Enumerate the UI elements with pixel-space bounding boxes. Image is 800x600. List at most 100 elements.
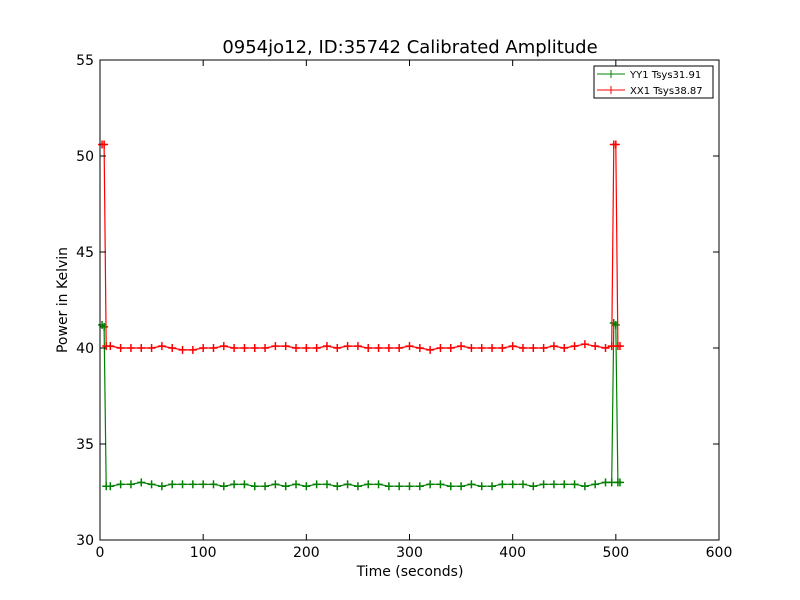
data-point bbox=[615, 478, 624, 487]
data-point bbox=[126, 344, 135, 352]
data-point bbox=[529, 482, 538, 491]
legend-marker-0 bbox=[607, 70, 615, 78]
data-point bbox=[157, 342, 166, 351]
legend: YY1 Tsys31.91 XX1 Tsys38.87 bbox=[593, 65, 714, 99]
legend-label-yy1: YY1 Tsys31.91 bbox=[629, 70, 701, 81]
data-point bbox=[188, 345, 197, 354]
x-axis-label: Time (seconds) bbox=[356, 564, 464, 580]
legend-label-xx1: XX1 Tsys38.87 bbox=[630, 86, 703, 97]
data-point bbox=[333, 344, 342, 352]
data-point bbox=[292, 344, 301, 352]
data-point bbox=[615, 342, 624, 351]
data-point bbox=[580, 482, 589, 491]
data-point bbox=[415, 344, 424, 352]
data-point bbox=[199, 480, 208, 489]
data-point bbox=[488, 482, 497, 491]
data-point bbox=[240, 480, 249, 489]
data-point bbox=[292, 480, 301, 489]
data-point bbox=[549, 342, 558, 351]
data-point bbox=[261, 482, 270, 491]
legend-marker-1 bbox=[607, 86, 615, 94]
data-point bbox=[601, 344, 610, 352]
data-point bbox=[405, 482, 414, 491]
data-point bbox=[477, 482, 486, 491]
data-point bbox=[230, 344, 239, 352]
data-point bbox=[457, 342, 466, 351]
data-point bbox=[395, 482, 404, 491]
data-point bbox=[100, 322, 109, 331]
data-point bbox=[353, 342, 362, 351]
data-point bbox=[302, 482, 311, 491]
x-tick-label: 100 bbox=[190, 545, 217, 561]
data-point bbox=[302, 344, 311, 352]
data-point bbox=[426, 480, 435, 489]
data-point bbox=[106, 342, 115, 351]
data-point bbox=[508, 342, 517, 351]
data-point bbox=[384, 482, 393, 491]
data-point bbox=[570, 480, 579, 489]
x-tick-label: 0 bbox=[96, 545, 105, 561]
data-point bbox=[116, 344, 125, 352]
x-tick-label: 600 bbox=[706, 545, 733, 561]
data-point bbox=[281, 482, 290, 491]
data-point bbox=[467, 344, 476, 352]
y-axis-label: Power in Kelvin bbox=[55, 247, 71, 353]
data-point bbox=[364, 480, 373, 489]
data-point bbox=[518, 480, 527, 489]
data-point bbox=[518, 344, 527, 352]
y-tick-label: 50 bbox=[76, 149, 94, 165]
data-point bbox=[498, 344, 507, 352]
data-point bbox=[467, 480, 476, 489]
series-layer bbox=[98, 140, 624, 491]
data-point bbox=[580, 340, 589, 349]
y-tick-label: 30 bbox=[76, 533, 94, 549]
data-point bbox=[457, 482, 466, 491]
data-point bbox=[168, 480, 177, 489]
data-point bbox=[353, 482, 362, 491]
data-point bbox=[322, 480, 331, 489]
data-point bbox=[312, 344, 321, 352]
data-point bbox=[137, 344, 146, 352]
data-point bbox=[199, 344, 208, 352]
data-point bbox=[219, 482, 228, 491]
data-point bbox=[209, 344, 218, 352]
data-point bbox=[436, 480, 445, 489]
data-point bbox=[250, 482, 259, 491]
data-point bbox=[147, 344, 156, 352]
data-point bbox=[209, 480, 218, 489]
data-point bbox=[137, 478, 146, 487]
data-point bbox=[477, 344, 486, 352]
data-point bbox=[240, 344, 249, 352]
data-point bbox=[591, 480, 600, 489]
data-point bbox=[126, 480, 135, 489]
data-point bbox=[281, 342, 290, 351]
data-point bbox=[591, 342, 600, 351]
data-point bbox=[488, 344, 497, 352]
x-tick-label: 500 bbox=[602, 545, 629, 561]
data-point bbox=[168, 344, 177, 352]
data-point bbox=[611, 320, 620, 329]
data-point bbox=[570, 342, 579, 351]
data-point bbox=[560, 344, 569, 352]
data-point bbox=[405, 342, 414, 351]
data-point bbox=[188, 480, 197, 489]
data-point bbox=[508, 480, 517, 489]
data-point bbox=[446, 344, 455, 352]
data-point bbox=[250, 344, 259, 352]
data-point bbox=[322, 342, 331, 351]
data-point bbox=[374, 480, 383, 489]
data-point bbox=[539, 480, 548, 489]
chart-title: 0954jo12, ID:35742 Calibrated Amplitude bbox=[222, 37, 597, 58]
data-point bbox=[446, 482, 455, 491]
x-tick-label: 400 bbox=[499, 545, 526, 561]
data-point bbox=[549, 480, 558, 489]
data-point bbox=[147, 480, 156, 489]
y-tick-label: 40 bbox=[76, 341, 94, 357]
data-point bbox=[426, 345, 435, 354]
data-point bbox=[219, 342, 228, 351]
data-point bbox=[498, 480, 507, 489]
data-point bbox=[529, 344, 538, 352]
legend-box bbox=[593, 65, 714, 99]
